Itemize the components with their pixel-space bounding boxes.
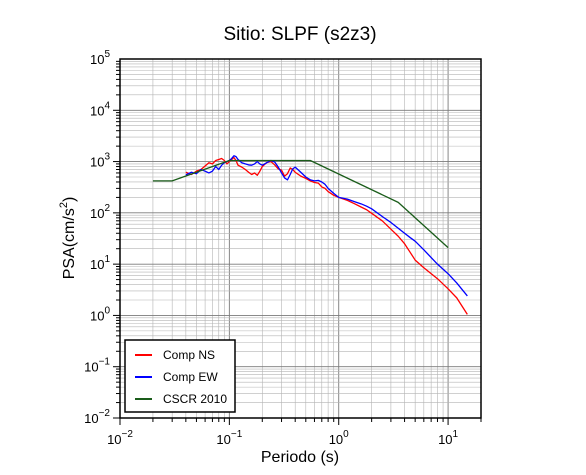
x-tick-exponent: −2 bbox=[122, 429, 134, 440]
y-tick-exponent: −2 bbox=[99, 408, 111, 419]
y-tick-base: 10 bbox=[84, 411, 98, 426]
legend: Comp NS Comp EW CSCR 2010 bbox=[124, 339, 236, 413]
y-tick-base: 10 bbox=[90, 103, 104, 118]
axis-ticks bbox=[113, 60, 482, 425]
y-tick-exponent: 1 bbox=[104, 254, 110, 265]
y-axis-title-end: ) bbox=[61, 197, 78, 202]
series-line-3 bbox=[152, 159, 449, 249]
y-tick-base: 10 bbox=[90, 155, 104, 170]
y-tick-exponent: 2 bbox=[104, 203, 110, 214]
y-tick-label: 10−1 bbox=[84, 357, 110, 375]
y-tick-label: 100 bbox=[90, 305, 110, 323]
x-tick-label: 101 bbox=[438, 429, 458, 447]
y-axis-title-base: PSA(cm/s bbox=[61, 208, 78, 279]
y-tick-base: 10 bbox=[90, 52, 104, 67]
series-line-1 bbox=[185, 156, 468, 315]
plot-frame bbox=[119, 58, 482, 419]
y-axis-title: PSA(cm/s2) bbox=[58, 197, 78, 280]
chart-title: Sitio: SLPF (s2z3) bbox=[223, 24, 376, 45]
x-tick-exponent: 1 bbox=[453, 429, 459, 440]
y-tick-base: 10 bbox=[90, 206, 104, 221]
y-tick-label: 104 bbox=[90, 100, 110, 118]
x-tick-base: 10 bbox=[216, 432, 230, 447]
x-tick-base: 10 bbox=[107, 432, 121, 447]
y-tick-label: 103 bbox=[90, 152, 110, 170]
x-tick-base: 10 bbox=[438, 432, 452, 447]
y-tick-base: 10 bbox=[84, 360, 98, 375]
y-tick-exponent: 4 bbox=[104, 100, 110, 111]
x-tick-exponent: 0 bbox=[343, 429, 349, 440]
y-tick-label: 105 bbox=[90, 49, 110, 67]
x-tick-base: 10 bbox=[329, 432, 343, 447]
y-axis-title-sup: 2 bbox=[58, 202, 70, 208]
y-tick-exponent: 0 bbox=[104, 305, 110, 316]
y-tick-label: 102 bbox=[90, 203, 110, 221]
x-tick-labels: 10−2 10−1 100 101 bbox=[107, 429, 458, 447]
plot-grid bbox=[119, 59, 482, 419]
legend-label: CSCR 2010 bbox=[163, 392, 227, 406]
legend-label: Comp EW bbox=[163, 370, 218, 384]
x-axis-title: Periodo (s) bbox=[261, 449, 339, 466]
x-tick-label: 10−1 bbox=[216, 429, 242, 447]
y-tick-exponent: −1 bbox=[99, 357, 111, 368]
legend-label: Comp NS bbox=[163, 348, 215, 362]
y-tick-base: 10 bbox=[90, 257, 104, 272]
y-tick-exponent: 3 bbox=[104, 152, 110, 163]
x-tick-exponent: −1 bbox=[231, 429, 243, 440]
y-tick-label: 10−2 bbox=[84, 408, 110, 426]
y-tick-label: 101 bbox=[90, 254, 110, 272]
x-tick-label: 100 bbox=[329, 429, 349, 447]
y-tick-base: 10 bbox=[90, 308, 104, 323]
series-layer bbox=[152, 155, 468, 315]
x-tick-label: 10−2 bbox=[107, 429, 133, 447]
y-tick-exponent: 5 bbox=[104, 49, 110, 60]
